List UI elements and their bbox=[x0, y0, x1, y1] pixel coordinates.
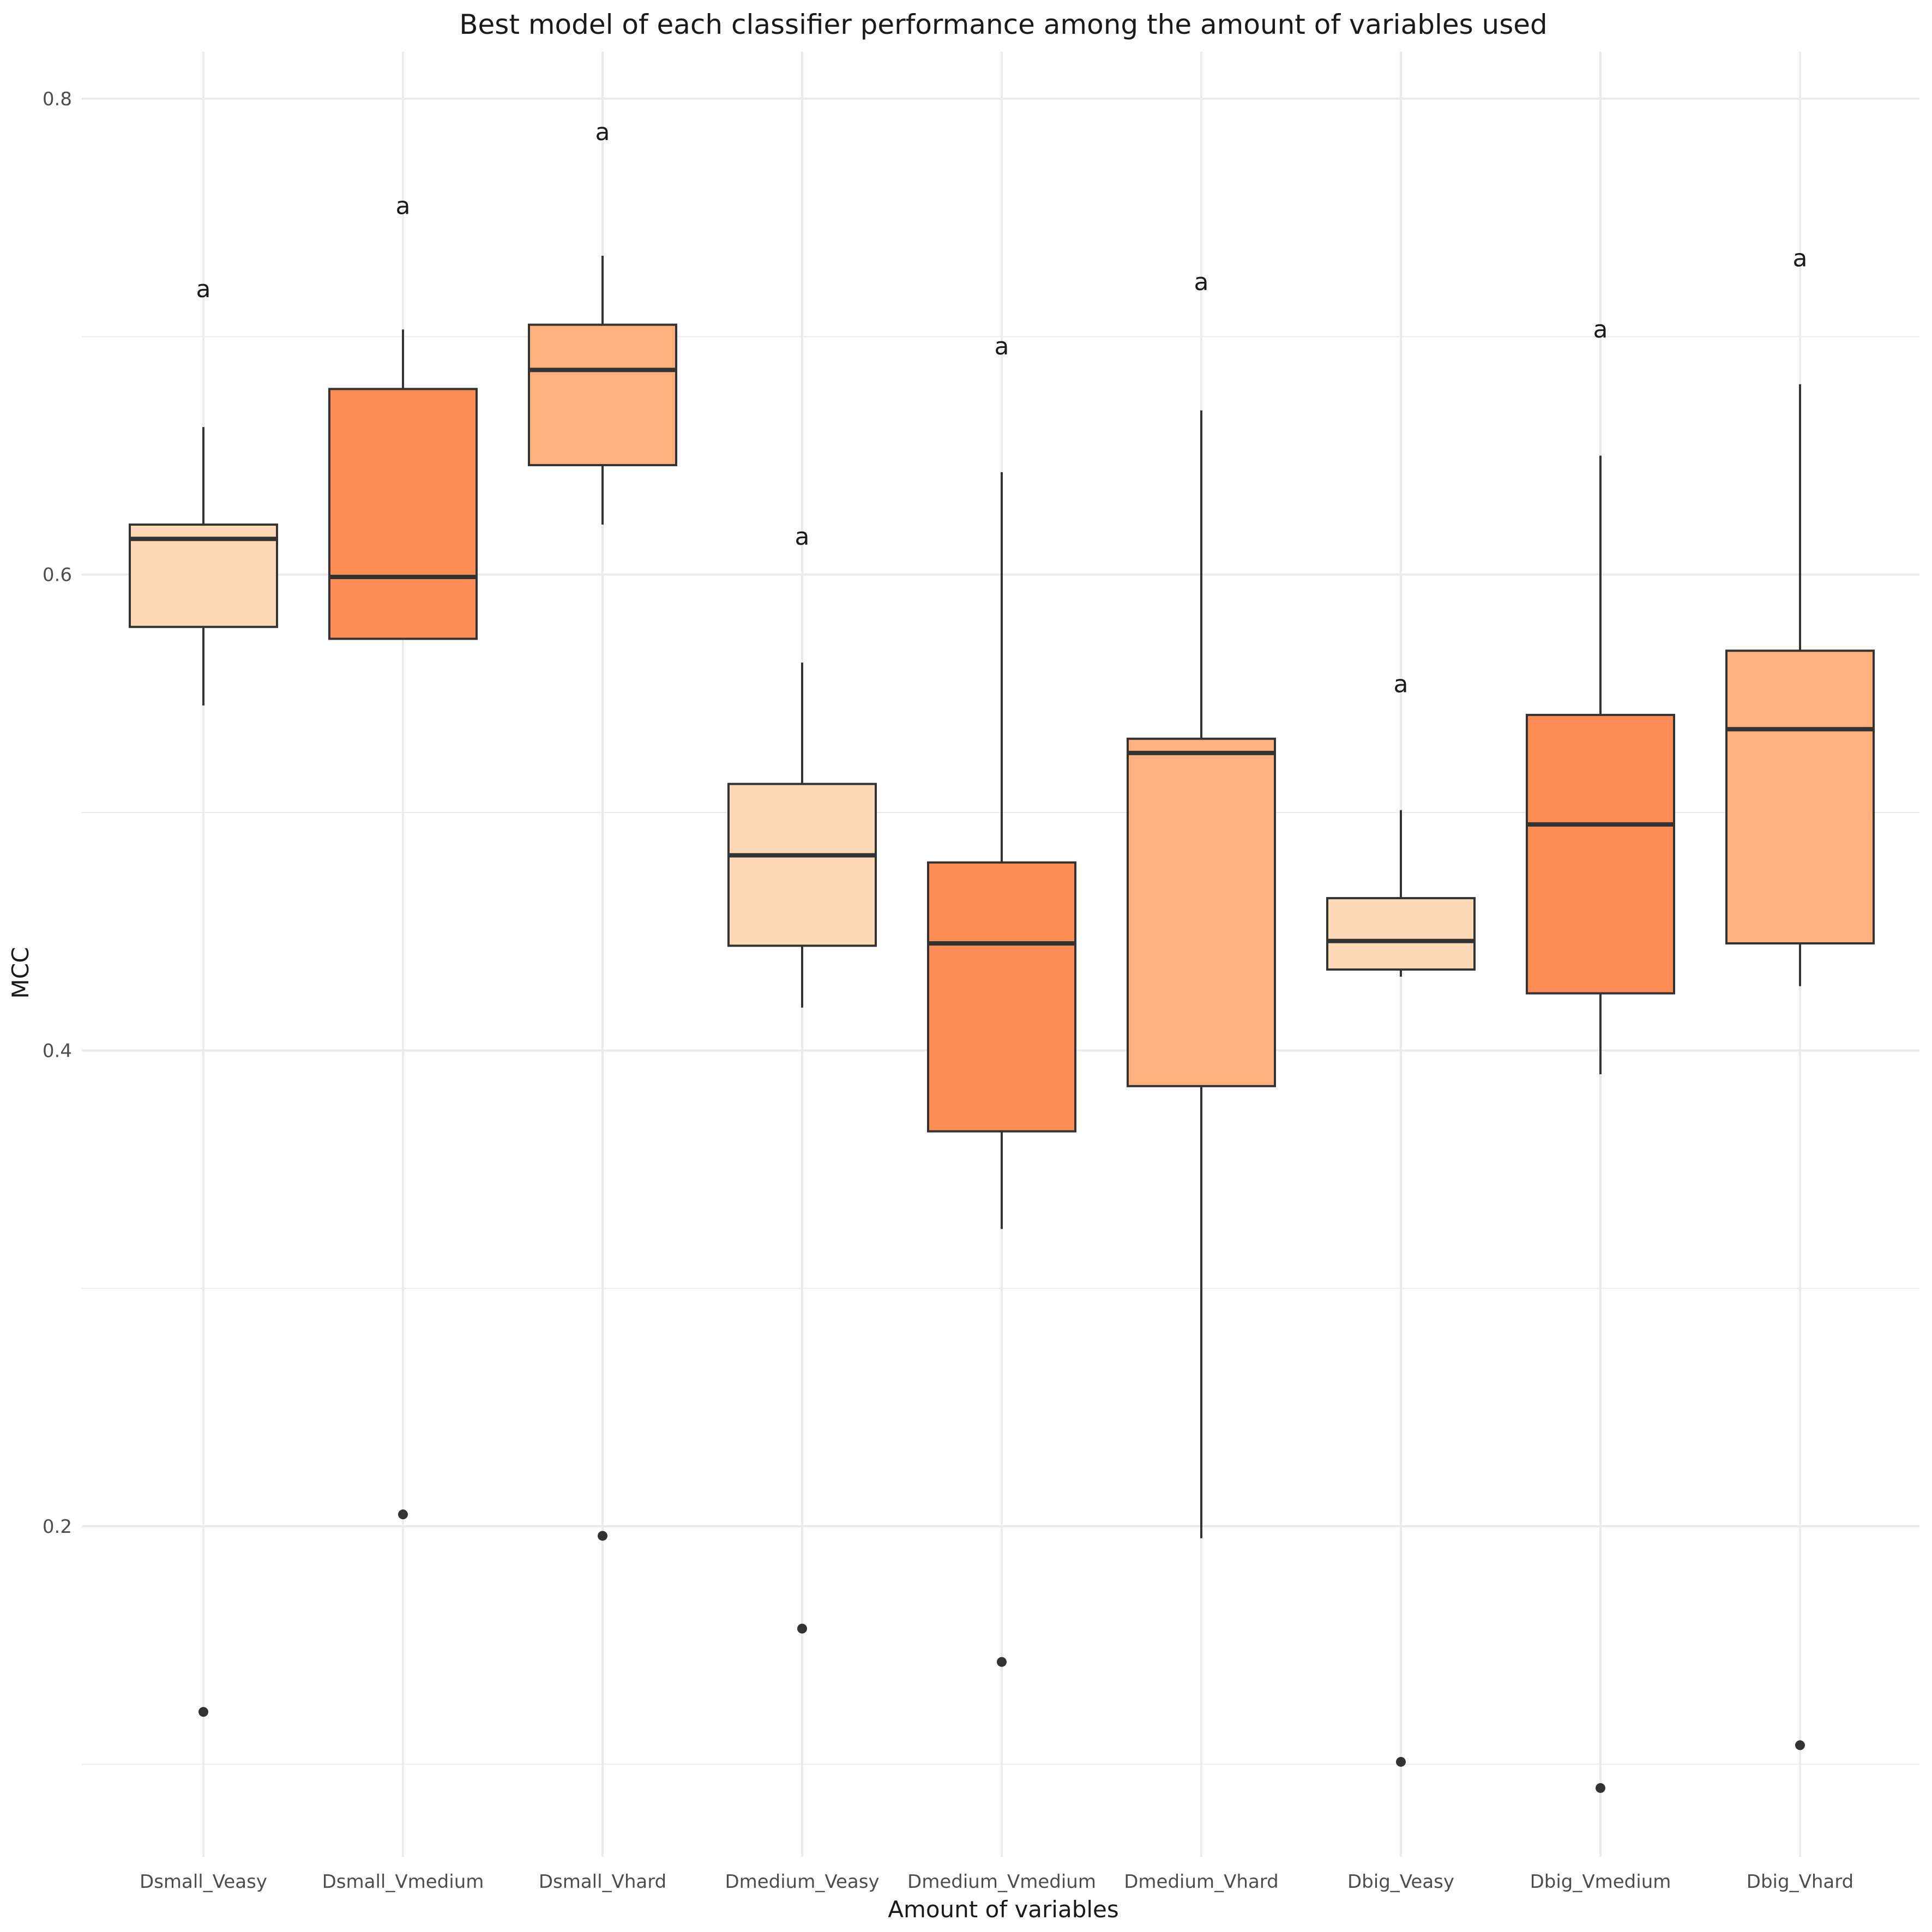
y-tick-label: 0.2 bbox=[43, 1516, 72, 1538]
significance-letters: a a a a a a a a a bbox=[196, 118, 1808, 698]
outlier-point bbox=[1795, 1740, 1805, 1750]
boxes bbox=[129, 255, 1875, 1793]
interquartile-box bbox=[1725, 649, 1875, 944]
outlier-point bbox=[1596, 1783, 1605, 1793]
significance-letter: a bbox=[1394, 670, 1409, 698]
interquartile-box bbox=[1326, 897, 1476, 971]
interquartile-box bbox=[129, 523, 278, 628]
outlier-point bbox=[797, 1623, 807, 1634]
x-tick-label: Dmedium_Vmedium bbox=[907, 1871, 1096, 1893]
outlier-point bbox=[398, 1509, 408, 1520]
x-tick-label: Dbig_Veasy bbox=[1347, 1871, 1454, 1893]
x-tick-label: Dsmall_Veasy bbox=[140, 1871, 267, 1893]
x-tick-label: Dmedium_Vhard bbox=[1124, 1871, 1279, 1893]
x-axis-title: Amount of variables bbox=[888, 1896, 1119, 1923]
significance-letter: a bbox=[1793, 244, 1808, 272]
chart-title: Best model of each classifier performanc… bbox=[459, 9, 1548, 40]
x-axis-ticks: Dsmall_Veasy Dsmall_Vmedium Dsmall_Vhard Dm… bbox=[140, 1871, 1853, 1893]
box-Dbig_Vhard bbox=[1725, 384, 1875, 1750]
x-tick-label: Dbig_Vmedium bbox=[1530, 1871, 1671, 1893]
interquartile-box bbox=[328, 388, 478, 640]
outlier-point bbox=[1396, 1756, 1406, 1767]
interquartile-box bbox=[727, 783, 877, 947]
y-axis-ticks: 0.2 0.4 0.6 0.8 bbox=[43, 88, 72, 1538]
y-tick-label: 0.4 bbox=[43, 1040, 72, 1062]
box-Dsmall_Vmedium bbox=[328, 329, 478, 1520]
outlier-point bbox=[997, 1657, 1007, 1667]
box-Dbig_Vmedium bbox=[1526, 455, 1675, 1793]
outlier-point bbox=[598, 1531, 607, 1541]
y-axis-title: MCC bbox=[7, 947, 34, 999]
box-Dmedium_Vhard bbox=[1127, 410, 1276, 1538]
x-tick-label: Dmedium_Veasy bbox=[725, 1871, 879, 1893]
box-Dmedium_Vmedium bbox=[927, 472, 1076, 1667]
significance-letter: a bbox=[196, 275, 211, 303]
significance-letter: a bbox=[595, 118, 610, 146]
interquartile-box bbox=[927, 861, 1076, 1133]
box-Dsmall_Veasy bbox=[129, 427, 278, 1717]
box-Dbig_Veasy bbox=[1326, 810, 1476, 1767]
significance-letter: a bbox=[1194, 268, 1209, 296]
x-tick-label: Dbig_Vhard bbox=[1747, 1871, 1853, 1893]
y-tick-label: 0.8 bbox=[43, 88, 72, 110]
x-tick-label: Dsmall_Vmedium bbox=[322, 1871, 484, 1893]
significance-letter: a bbox=[1593, 316, 1608, 344]
box-Dmedium_Veasy bbox=[727, 663, 877, 1634]
x-tick-label: Dsmall_Vhard bbox=[539, 1871, 666, 1893]
interquartile-box bbox=[1127, 737, 1276, 1087]
significance-letter: a bbox=[396, 192, 411, 220]
box-Dsmall_Vhard bbox=[528, 255, 677, 1541]
y-tick-label: 0.6 bbox=[43, 564, 72, 586]
significance-letter: a bbox=[795, 523, 810, 551]
interquartile-box bbox=[528, 323, 677, 466]
outlier-point bbox=[198, 1707, 208, 1717]
significance-letter: a bbox=[995, 333, 1009, 360]
interquartile-box bbox=[1526, 714, 1675, 995]
